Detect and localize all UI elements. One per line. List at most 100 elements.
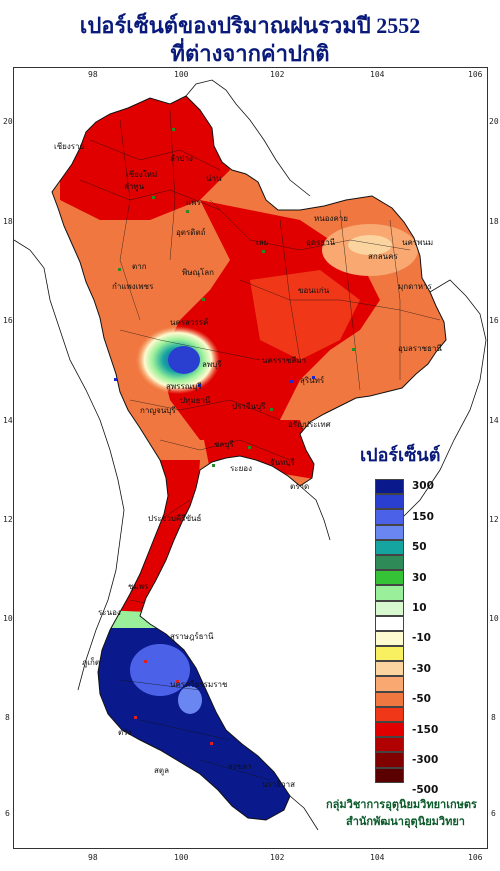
right-tick-12: 12 [489,515,499,524]
right-tick-14: 14 [489,416,499,425]
legend-label: -500 [412,784,439,797]
place-label: ตรัง [118,728,132,737]
top-tick-102: 102 [270,70,285,79]
place-label: หนองคาย [314,214,348,223]
place-label: อรัญประเทศ [288,420,331,429]
legend-swatch [375,752,404,768]
right-tick-16: 16 [489,316,499,325]
place-label: กำแพงเพชร [112,282,154,291]
legend-swatch [375,646,404,662]
legend-label: -150 [412,723,439,736]
legend-label: 150 [412,510,434,523]
legend-label: 30 [412,571,427,584]
map-title-line2: ที่ต่างจากค่าปกติ [170,41,330,66]
place-label: ลพบุรี [202,360,222,369]
legend-swatch [375,600,404,616]
top-tick-106: 106 [468,70,483,79]
right-tick-18: 18 [489,217,499,226]
legend-swatch [375,661,404,677]
legend-swatch [375,706,404,722]
legend-swatch [375,615,404,631]
place-label: อุดรธานี [306,238,336,247]
legend-label: 50 [412,541,427,554]
legend-swatch [375,722,404,738]
place-label: สงขลา [228,762,252,771]
legend-swatch [375,737,404,753]
legend-swatch [375,767,404,783]
right-tick-10: 10 [489,614,499,623]
left-tick-6: 6 [5,809,10,818]
place-label: ปราจีนบุรี [232,402,266,411]
place-label: ขอนแก่น [298,286,330,295]
left-tick-20: 20 [3,117,13,126]
right-tick-8: 8 [491,713,496,722]
place-label: นราธิวาส [262,780,296,789]
legend-swatch [375,676,404,692]
place-label: เลย [256,238,269,247]
place-label: เชียงใหม่ [126,170,158,179]
bottom-tick-100: 100 [174,853,189,862]
legend-swatch [375,554,404,571]
legend-label: -50 [412,693,431,706]
place-label: ระนอง [98,608,121,617]
thailand-outline [51,95,447,821]
place-label: สุพรรณบุรี [166,382,202,391]
place-label: ปทุมธานี [180,396,211,405]
place-label: นครพนม [402,238,434,247]
top-tick-98: 98 [88,70,98,79]
left-tick-10: 10 [3,614,13,623]
station-markers-blue [114,376,315,387]
credit-line2: สำนักพัฒนาอุตุนิยมวิทยา [346,816,465,828]
place-label: อุตรดิตถ์ [176,228,206,237]
place-label: ระยอง [230,464,252,473]
legend-title: เปอร์เซ็นต์ [360,445,441,465]
bottom-tick-102: 102 [270,853,285,862]
place-label: อุบลราชธานี [398,344,442,353]
top-tick-104: 104 [370,70,385,79]
bottom-tick-106: 106 [468,853,483,862]
place-label: ลำปาง [170,154,193,163]
place-label: เชียงราย [54,142,85,151]
place-label: มุกดาหาร [398,282,432,291]
legend-swatch [375,630,404,647]
legend-swatch [375,570,404,586]
place-label: สกลนคร [368,252,398,261]
credit-line1: กลุ่มวิชาการอุตุนิยมวิทยาเกษตร [326,799,477,811]
legend-swatch [375,691,404,707]
place-label: กาญจนบุรี [140,406,176,415]
place-label: น่าน [206,174,222,183]
place-label: แพร่ [186,198,201,207]
legend-swatch [375,479,404,495]
place-label: พิษณุโลก [182,268,215,277]
legend-colorbar [375,479,404,783]
place-label: นครราชสีมา [262,356,306,365]
place-label: ประจวบคีรีขันธ์ [148,514,202,523]
legend-swatch [375,494,404,510]
legend-swatch [375,524,404,540]
neighbour-borders [13,79,487,831]
legend-label: -300 [412,753,439,766]
legend-swatch [375,539,404,555]
left-tick-12: 12 [3,515,13,524]
place-label: นครสวรรค์ [170,318,209,327]
left-tick-8: 8 [5,713,10,722]
right-tick-6: 6 [491,809,496,818]
bottom-tick-98: 98 [88,853,98,862]
legend-label: -10 [412,632,431,645]
place-label: นครศรีธรรมราช [170,680,228,689]
left-tick-18: 18 [3,217,13,226]
place-label: ภูเก็ต [82,658,101,667]
place-label: ลำพูน [124,182,145,191]
place-label: ชุมพร [128,582,149,591]
left-tick-16: 16 [3,316,13,325]
left-tick-14: 14 [3,416,13,425]
place-label: จันทบุรี [270,458,295,467]
top-tick-100: 100 [174,70,189,79]
station-markers [118,128,355,467]
place-label: สตูล [154,766,169,775]
map-title-line1: เปอร์เซ็นต์ของปริมาณฝนรวมปี 2552 [79,13,421,38]
place-label: สุรินทร์ [300,376,325,385]
legend-label: 10 [412,601,427,614]
place-label: สุราษฎร์ธานี [170,632,214,641]
station-markers-red [134,660,213,745]
